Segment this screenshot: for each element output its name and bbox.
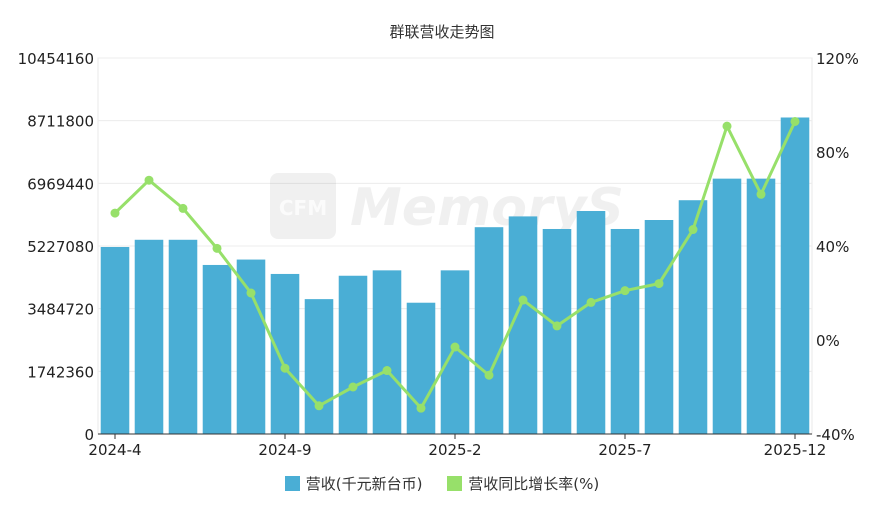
yoy-point	[246, 288, 256, 298]
bar	[542, 228, 572, 434]
legend-label-revenue: 营收(千元新台币)	[305, 475, 423, 493]
y-right-tick-label: 40%	[816, 238, 849, 256]
yoy-point	[178, 203, 188, 213]
yoy-point	[790, 116, 800, 126]
y-left-tick-label: 10454160	[18, 50, 94, 68]
yoy-point	[518, 295, 528, 305]
y-left-tick-label: 5227080	[27, 238, 94, 256]
y-left-tick-label: 8711800	[27, 113, 94, 131]
yoy-point	[144, 175, 154, 185]
x-tick-label: 2024-9	[258, 441, 311, 459]
watermark-logo	[270, 173, 336, 239]
bar	[372, 270, 402, 434]
yoy-point	[484, 370, 494, 380]
chart-title: 群联营收走势图	[389, 23, 495, 41]
bar	[100, 246, 130, 434]
yoy-point	[450, 342, 460, 352]
y-left-tick-label: 0	[84, 426, 94, 444]
yoy-point	[552, 321, 562, 331]
y-left-tick-label: 3484720	[27, 301, 94, 319]
bar	[508, 216, 538, 434]
bar	[610, 228, 640, 434]
bar	[644, 219, 674, 434]
legend-swatch-revenue	[284, 476, 300, 491]
bar	[304, 299, 334, 434]
yoy-point	[586, 297, 596, 307]
yoy-point	[722, 121, 732, 131]
x-tick-label: 2025-7	[598, 441, 651, 459]
y-left-tick-label: 1742360	[27, 363, 94, 381]
x-tick-label: 2025-2	[428, 441, 481, 459]
yoy-point	[756, 189, 766, 199]
y-right-tick-label: 120%	[816, 50, 859, 68]
bar	[440, 270, 470, 434]
bar	[474, 227, 504, 434]
legend-item-yoy[interactable]: 营收同比增长率(%)	[447, 473, 599, 494]
bar	[712, 178, 742, 434]
yoy-point	[280, 363, 290, 373]
y-left-tick-label: 6969440	[27, 175, 94, 193]
yoy-point	[314, 401, 324, 411]
y-right-tick-label: 80%	[816, 144, 849, 162]
yoy-point	[212, 243, 222, 253]
bar	[270, 273, 300, 434]
yoy-point	[688, 225, 698, 235]
yoy-point	[416, 403, 426, 413]
x-tick-label: 2024-4	[88, 441, 141, 459]
x-tick-label: 2025-12	[764, 441, 827, 459]
bar	[338, 275, 368, 434]
bar	[236, 259, 266, 434]
yoy-point	[110, 208, 120, 218]
y-right-tick-label: 0%	[816, 332, 840, 350]
bar	[168, 239, 198, 434]
legend-item-revenue[interactable]: 营收(千元新台币)	[284, 473, 423, 494]
yoy-point	[382, 366, 392, 376]
bar	[406, 302, 436, 434]
bar	[134, 239, 164, 434]
bar	[780, 117, 810, 434]
bar	[746, 178, 776, 434]
bar	[576, 211, 606, 434]
yoy-point	[348, 382, 358, 392]
bar	[678, 200, 708, 434]
yoy-point	[654, 279, 664, 289]
bar	[202, 264, 232, 434]
legend-label-yoy: 营收同比增长率(%)	[468, 475, 600, 493]
yoy-point	[620, 286, 630, 296]
legend: 营收(千元新台币) 营收同比增长率(%)	[0, 473, 884, 495]
watermark-logo-text: CFM	[279, 196, 327, 220]
legend-swatch-yoy	[447, 476, 463, 491]
y-right-tick-label: -40%	[816, 426, 855, 444]
